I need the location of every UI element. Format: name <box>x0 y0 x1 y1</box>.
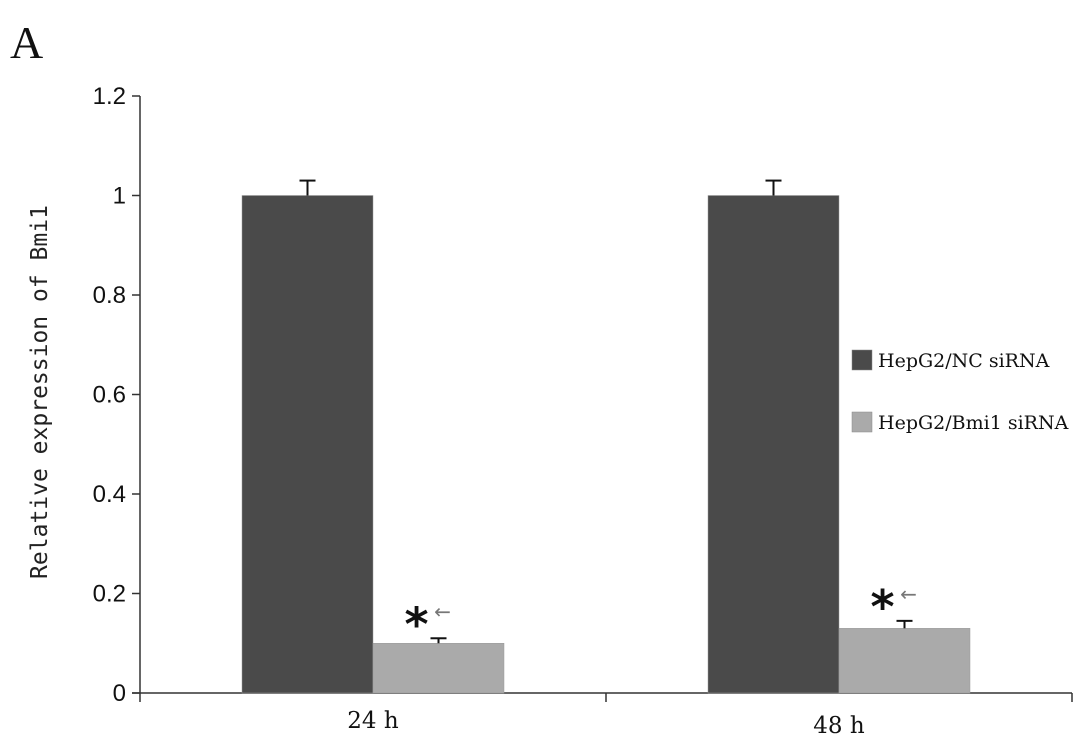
y-tick-label: 0 <box>113 680 126 707</box>
legend-swatch <box>851 411 873 433</box>
bar <box>707 195 840 694</box>
y-tick-label: 0.6 <box>93 382 126 409</box>
bar <box>838 628 971 694</box>
legend-label: HepG2/NC siRNA <box>878 350 1050 372</box>
significance-asterisk: * <box>870 580 894 634</box>
annotation-arrow: ← <box>900 582 917 606</box>
y-tick-label: 0.4 <box>93 481 126 508</box>
legend-label: HepG2/Bmi1 siRNA <box>878 412 1069 434</box>
plot-area: 00.20.40.60.811.224 h 48 h* ← * ← <box>93 83 1073 738</box>
annotation-arrow: ← <box>434 599 451 623</box>
bar <box>372 643 505 694</box>
legend: HepG2/NC siRNA HepG2/Bmi1 siRNA <box>851 349 1069 434</box>
y-tick-label: 1.2 <box>93 83 126 110</box>
x-category-label: 24 h <box>347 708 399 734</box>
y-axis-title: Relative expression of Bmi1 <box>27 205 53 579</box>
panel-label: A <box>10 17 43 68</box>
significance-asterisk: * <box>404 597 428 651</box>
y-tick-label: 0.8 <box>93 282 126 309</box>
bar <box>241 195 374 694</box>
legend-swatch <box>851 349 873 371</box>
y-tick-label: 1 <box>113 183 126 210</box>
y-tick-label: 0.2 <box>93 581 126 608</box>
x-category-label: 48 h <box>813 713 865 738</box>
